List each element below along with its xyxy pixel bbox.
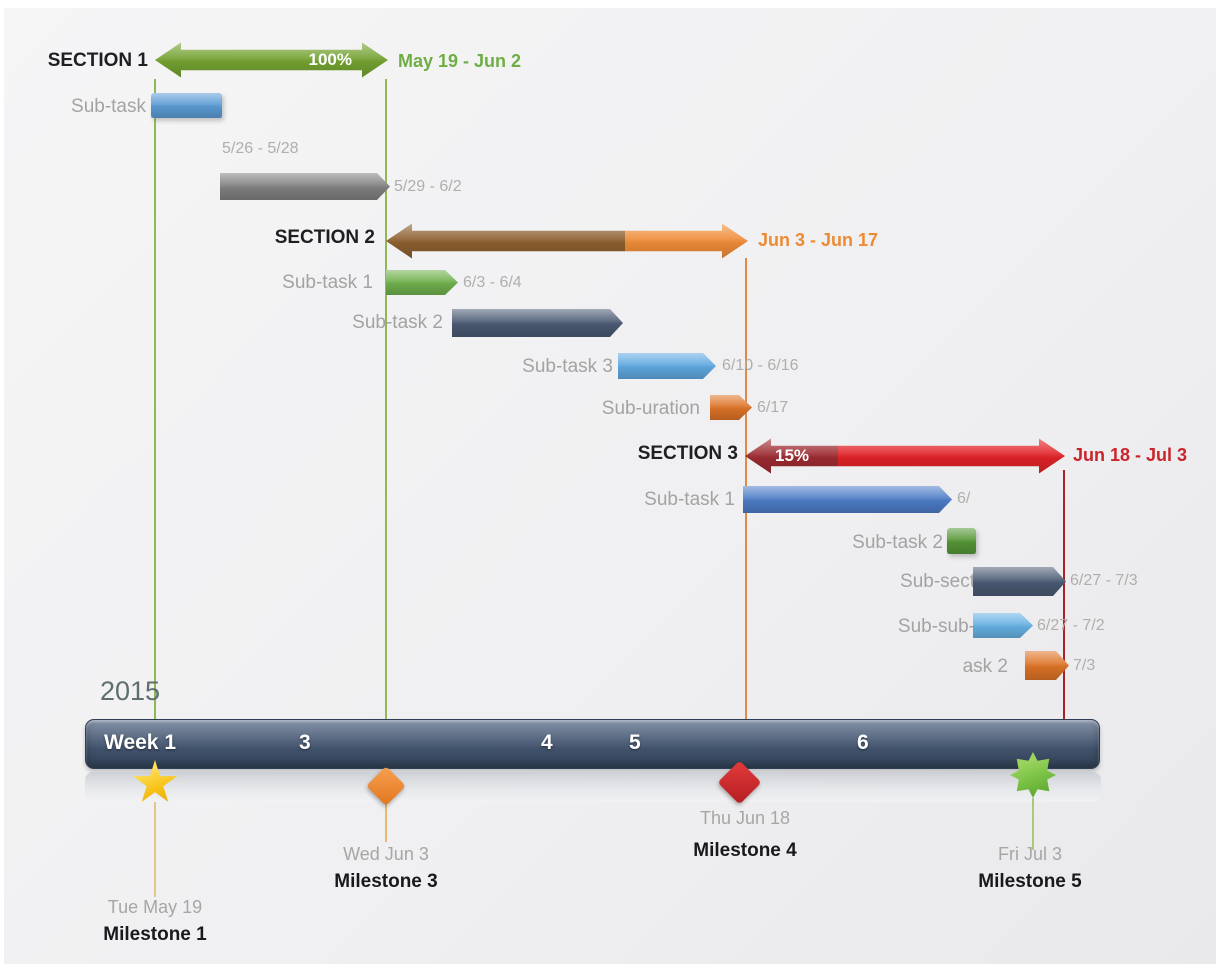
section2-label: SECTION 2	[274, 227, 375, 248]
milestone3-connector-line	[385, 802, 387, 842]
connector-line-jul3	[1063, 470, 1065, 720]
milestone4-date: Thu Jun 18	[699, 808, 791, 828]
timeline-band[interactable]: Week 1 3 4 5 6	[85, 719, 1100, 769]
milestone5-name: Milestone 5	[978, 871, 1082, 892]
sec3-task2-date: 7/3	[1073, 657, 1096, 674]
week-label-5: 5	[629, 731, 641, 754]
week-label-1: Week 1	[104, 731, 176, 754]
connector-line-may19	[154, 79, 156, 720]
year-label: 2015	[100, 676, 161, 706]
gray-task-bar[interactable]	[220, 173, 390, 200]
section3-label: SECTION 3	[637, 443, 738, 464]
sec2-subtask1-bar[interactable]	[386, 270, 458, 295]
milestone1-date: Tue May 19	[107, 897, 203, 917]
section2-date-range: Jun 3 - Jun 17	[758, 230, 879, 250]
sec2-subtask1-date-range: 6/3 - 6/4	[463, 274, 522, 291]
milestone5-connector-line	[1032, 798, 1034, 850]
connector-line-jun3	[385, 79, 387, 720]
sec1-subtask-bar[interactable]	[151, 93, 222, 118]
chart-background	[4, 8, 1216, 964]
milestone4-name: Milestone 4	[693, 840, 797, 861]
milestone1-connector-line	[154, 802, 156, 897]
milestone5-date: Fri Jul 3	[997, 844, 1062, 864]
sec2-subtask2-label: Sub-task 2	[352, 312, 443, 333]
section3-date-range: Jun 18 - Jul 3	[1073, 445, 1188, 465]
section3-percent: 15%	[775, 446, 810, 465]
week-label-4: 4	[541, 731, 553, 754]
sec3-subsection-bar[interactable]	[973, 567, 1066, 596]
week-label-3: 3	[299, 731, 311, 754]
section1-label: SECTION 1	[47, 50, 148, 71]
section1-percent: 100%	[308, 50, 352, 69]
sec3-subtask2-bar[interactable]	[947, 528, 976, 554]
sec3-subtask1-date: 6/	[957, 490, 971, 507]
sec3-subsub-bar[interactable]	[973, 613, 1033, 638]
sec2-subtask3-date-range: 6/10 - 6/16	[722, 357, 799, 374]
sec3-subsub-label: Sub-sub-	[897, 616, 975, 637]
sec2-subtask2-bar[interactable]	[452, 309, 623, 337]
gray-task-date-range: 5/29 - 6/2	[394, 178, 462, 195]
sec2-subtask3-label: Sub-task 3	[522, 356, 613, 377]
sec3-subtask1-bar[interactable]	[743, 486, 952, 513]
sec3-task2-label: ask 2	[962, 656, 1008, 677]
sec3-subtask2-label: Sub-task 2	[852, 532, 943, 553]
milestone3-name: Milestone 3	[334, 871, 438, 892]
sec3-subsection-date-range: 6/27 - 7/3	[1070, 572, 1138, 589]
sec3-subsection-label: Sub-sect	[900, 571, 975, 592]
sec2-suburation-date: 6/17	[757, 399, 789, 416]
note-date-range: 5/26 - 5/28	[222, 140, 299, 157]
sec3-subtask1-label: Sub-task 1	[644, 489, 735, 510]
milestone1-name: Milestone 1	[103, 924, 207, 945]
milestone5-burst-icon[interactable]	[1010, 752, 1056, 798]
milestone3-date: Wed Jun 3	[343, 844, 429, 864]
week-label-6: 6	[857, 731, 869, 754]
sec2-suburation-label: Sub-uration	[601, 398, 700, 419]
sec2-subtask1-label: Sub-task 1	[282, 272, 373, 293]
sec2-subtask3-bar[interactable]	[618, 353, 716, 379]
sec3-subsub-date-range: 6/27 - 7/2	[1037, 617, 1105, 634]
section1-date-range: May 19 - Jun 2	[398, 51, 522, 71]
sec1-subtask-label: Sub-task	[71, 96, 146, 117]
timeline-band-reflection	[85, 772, 1101, 802]
